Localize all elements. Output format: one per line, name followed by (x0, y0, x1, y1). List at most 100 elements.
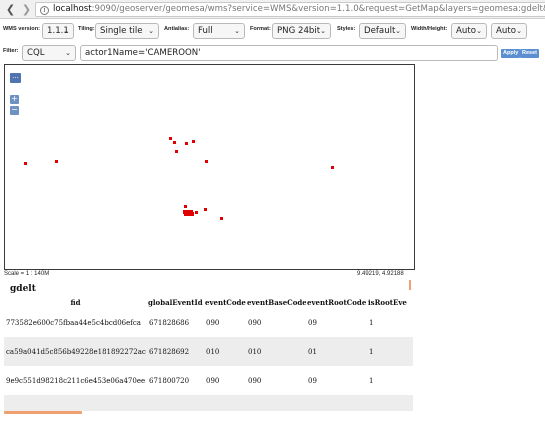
tiling-select[interactable]: Single tile ⌄ (95, 23, 159, 39)
table-cell: 671828692 (147, 337, 204, 366)
reset-button[interactable]: Reset (520, 49, 539, 58)
styles-label: Styles: (337, 26, 356, 32)
event-point (220, 217, 223, 220)
info-icon[interactable]: i (40, 6, 49, 15)
table-cell: 1 (369, 318, 374, 327)
table-cell (367, 395, 413, 411)
table-cell (246, 395, 306, 411)
event-point (24, 162, 27, 165)
event-point (188, 210, 193, 216)
table-cell: 090 (206, 318, 220, 327)
feature-info-table: fid globalEventId eventCode eventBaseCod… (4, 296, 413, 411)
event-point (55, 160, 58, 163)
column-header-eventbasecode: eventBaseCode (247, 297, 306, 307)
table-cell (306, 395, 367, 411)
styles-select[interactable]: Default ⌄ (359, 23, 406, 39)
width-value: Auto (456, 26, 476, 36)
column-header-eventcode: eventCode (205, 297, 246, 307)
cql-filter-input[interactable]: actor1Name='CAMEROON' (80, 45, 498, 61)
event-point (205, 160, 208, 163)
table-cell: 1 (369, 376, 374, 385)
forward-arrow-icon[interactable]: ❯ (21, 3, 32, 16)
column-header-isrootevent: isRootEve (368, 297, 407, 307)
table-row: 9e9c551d98218c211c6e453e06a470ee 6718007… (4, 366, 413, 395)
styles-value: Default (364, 26, 396, 36)
chevron-down-icon: ⌄ (516, 27, 522, 35)
event-point (173, 141, 176, 144)
table-row (4, 395, 413, 411)
apply-button[interactable]: Apply (501, 49, 521, 58)
format-select[interactable]: PNG 24bit ⌄ (272, 23, 331, 39)
map-view[interactable]: ... + − (4, 64, 415, 270)
event-point (185, 142, 188, 145)
event-point (192, 140, 195, 143)
event-point (331, 166, 334, 169)
table-cell (4, 395, 147, 411)
chevron-down-icon: ⌄ (395, 27, 401, 35)
url-host: localhost (53, 4, 92, 14)
table-cell: 9e9c551d98218c211c6e453e06a470ee (6, 376, 146, 385)
filter-toolbar: Filter: CQL ⌄ actor1Name='CAMEROON' Apply… (0, 45, 545, 62)
table-cell: 090 (248, 376, 262, 385)
column-header-fid: fid (70, 297, 81, 307)
filter-type-select[interactable]: CQL ⌄ (22, 45, 76, 61)
chevron-down-icon: ⌄ (65, 49, 71, 57)
antialias-select[interactable]: Full ⌄ (193, 23, 245, 39)
url-field[interactable]: i localhost:9090/geoserver/geomesa/wms?se… (35, 2, 545, 17)
event-point (169, 137, 172, 140)
chevron-down-icon: ⌄ (320, 27, 326, 35)
results-resize-handle[interactable] (409, 280, 411, 290)
table-cell: 09 (308, 376, 317, 385)
height-select[interactable]: Auto ⌄ (491, 23, 527, 39)
chevron-down-icon: ⌄ (234, 27, 240, 35)
table-cell: 671800720 (149, 376, 190, 385)
back-arrow-icon[interactable]: ❮ (5, 3, 16, 16)
layer-title: gdelt (10, 284, 36, 294)
chevron-down-icon: ⌄ (63, 27, 69, 35)
table-cell: 09 (308, 318, 317, 327)
format-label: Format: (250, 26, 271, 32)
table-cell (204, 395, 246, 411)
table-cell: 010 (204, 337, 246, 366)
width-select[interactable]: Auto ⌄ (451, 23, 487, 39)
zoom-out-button[interactable]: − (10, 105, 19, 115)
event-point (184, 205, 187, 208)
tiling-label: Tiling: (78, 26, 95, 32)
table-cell: 090 (206, 376, 220, 385)
antialias-label: Antialias: (164, 26, 190, 32)
more-options-button[interactable]: ... (10, 73, 21, 83)
feature-info-table-container[interactable]: fid globalEventId eventCode eventBaseCod… (4, 296, 413, 411)
table-cell (147, 395, 204, 411)
table-cell: ca59a041d5c856b49228e181892272ac (4, 337, 147, 366)
tiling-value: Single tile (100, 26, 143, 36)
wms-options-toolbar: WMS version: 1.1.1 ⌄ Tiling: Single tile ⌄… (0, 23, 545, 40)
table-cell: 01 (306, 337, 367, 366)
table-row: ca59a041d5c856b49228e181892272ac 6718286… (4, 337, 413, 366)
table-cell: 010 (246, 337, 306, 366)
wms-version-value: 1.1.1 (47, 26, 69, 36)
format-value: PNG 24bit (277, 26, 321, 36)
table-cell: 1 (367, 337, 413, 366)
zoom-in-button[interactable]: + (10, 94, 19, 104)
column-header-globaleventid: globalEventId (148, 297, 203, 307)
table-header-row: fid globalEventId eventCode eventBaseCod… (4, 296, 413, 308)
table-cell: 671828686 (149, 318, 190, 327)
column-header-eventrootcode: eventRootCode (307, 297, 367, 307)
event-point (175, 150, 178, 153)
width-height-label: Width/Height: (411, 26, 448, 32)
wms-version-select[interactable]: 1.1.1 ⌄ (42, 23, 74, 39)
antialias-value: Full (198, 26, 213, 36)
height-value: Auto (496, 26, 516, 36)
chevron-down-icon: ⌄ (148, 27, 154, 35)
wms-version-label: WMS version: (3, 26, 40, 32)
event-point (195, 211, 198, 214)
cursor-coordinates: 9.49219, 4.92188 (357, 271, 404, 277)
browser-address-bar: ❮ ❯ i localhost:9090/geoserver/geomesa/wm… (0, 0, 545, 19)
filter-type-value: CQL (27, 48, 45, 58)
horizontal-scrollbar[interactable] (4, 411, 82, 414)
filter-label: Filter: (3, 48, 19, 54)
map-scale: Scale = 1 : 140M (4, 271, 50, 277)
table-cell: 090 (248, 318, 262, 327)
event-point (204, 208, 207, 211)
table-row: 773582e600c75fbaa44e5c4bcd06efca 6718286… (4, 308, 413, 337)
